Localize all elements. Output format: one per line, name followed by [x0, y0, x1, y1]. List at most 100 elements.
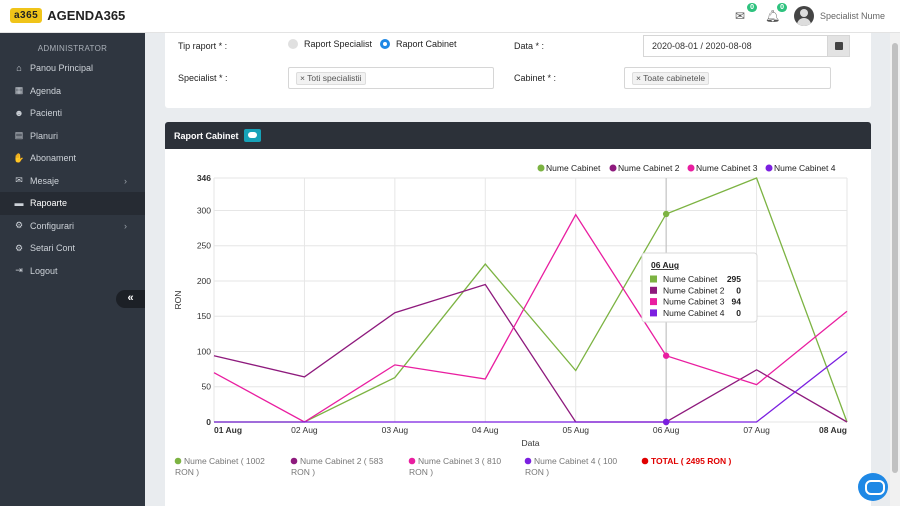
cloud-download-icon[interactable] — [243, 129, 261, 142]
brand[interactable]: a365 AGENDA365 — [10, 8, 125, 23]
sidebar-item-label: Setari Cont — [30, 243, 76, 254]
total-label-line2: RON ) — [409, 467, 433, 477]
comments-icon: ✉ — [15, 175, 23, 186]
sidebar-item-label: Panou Principal — [30, 63, 94, 74]
sidebar-collapse-button[interactable]: « — [116, 290, 145, 308]
y-tick-label: 50 — [202, 382, 212, 392]
sidebar-item-configurari[interactable]: ⚙ Configurari › — [0, 215, 145, 238]
date-label: Data * : — [514, 41, 545, 51]
tooltip-swatch — [650, 286, 657, 294]
sidebar-item-setari-cont[interactable]: ⚙ Setari Cont — [0, 237, 145, 260]
sidebar-item-agenda[interactable]: ▦ Agenda — [0, 80, 145, 103]
tooltip-series-name: Nume Cabinet 2 — [663, 285, 725, 295]
total-marker — [290, 457, 298, 465]
tooltip-swatch — [650, 275, 657, 283]
legend-marker — [537, 164, 545, 172]
avatar[interactable] — [794, 6, 814, 26]
series-line-3 — [213, 213, 848, 423]
app-logo: a365 — [10, 8, 43, 23]
y-tick-label: 150 — [197, 311, 211, 321]
legend-label: Nume Cabinet — [546, 163, 601, 173]
date-range-input[interactable]: 2020-08-01 / 2020-08-08 — [643, 35, 829, 57]
user-name[interactable]: Specialist Nume — [820, 11, 886, 21]
y-tick-label: 250 — [197, 241, 211, 251]
scrollbar-thumb[interactable] — [892, 43, 898, 473]
sign-out-icon: ⇥ — [15, 265, 23, 276]
cabinet-label: Cabinet * : — [514, 73, 557, 83]
specialist-select[interactable]: × Toti specialistii — [288, 67, 494, 89]
calendar-icon: ▦ — [14, 85, 24, 96]
sidebar-item-label: Planuri — [30, 130, 59, 141]
series-line-4 — [214, 350, 848, 423]
total-marker — [641, 457, 649, 465]
tooltip-series-name: Nume Cabinet 3 — [663, 297, 725, 307]
mail-icon[interactable]: ✉ 0 — [735, 3, 757, 23]
sidebar-item-label: Configurari — [30, 220, 75, 231]
x-tick-label: 08 Aug — [819, 425, 847, 435]
total-label: Nume Cabinet 3 ( 810 — [418, 456, 501, 466]
specialist-label: Specialist * : — [178, 73, 228, 83]
chart-card-title: Raport Cabinet — [174, 130, 239, 141]
total-label: Nume Cabinet 4 ( 100 — [534, 456, 617, 466]
file-icon: ▤ — [14, 130, 24, 141]
filter-panel: Tip raport * : Raport Specialist Raport … — [165, 33, 871, 108]
tooltip-swatch — [650, 298, 657, 306]
app-name: AGENDA365 — [47, 8, 126, 23]
sidebar-item-label: Abonament — [30, 153, 77, 164]
money-icon: ▬ — [14, 198, 24, 209]
x-tick-label: 04 Aug — [472, 425, 499, 435]
chat-icon[interactable] — [858, 473, 888, 501]
total-label-line2: RON ) — [291, 467, 315, 477]
y-tick-label: 0 — [206, 417, 211, 427]
sidebar-item-logout[interactable]: ⇥ Logout — [0, 260, 145, 283]
sidebar-item-label: Rapoarte — [30, 198, 68, 209]
tooltip-series-name: Nume Cabinet — [663, 274, 718, 284]
radio-unchecked-icon — [288, 39, 298, 49]
sidebar-item-rapoarte[interactable]: ▬ Rapoarte — [0, 192, 145, 215]
bell-badge: 0 — [777, 3, 787, 12]
legend-marker — [687, 164, 695, 172]
y-axis-title: RON — [173, 291, 183, 310]
x-tick-label: 05 Aug — [562, 425, 589, 435]
radio-raport-specialist[interactable]: Raport Specialist — [288, 39, 372, 49]
radio-raport-cabinet-label: Raport Cabinet — [396, 39, 457, 49]
sidebar: ADMINISTRATOR ⌂ Panou Principal ▦ Agenda ☻ Pa… — [0, 33, 145, 506]
chevron-right-icon: › — [124, 175, 127, 186]
calendar-icon[interactable] — [827, 35, 850, 57]
sidebar-item-label: Logout — [30, 265, 58, 276]
y-tick-label: 200 — [197, 276, 211, 286]
hover-point — [662, 352, 670, 359]
total-label: TOTAL ( 2495 RON ) — [651, 456, 731, 466]
tooltip-swatch — [650, 309, 657, 317]
cabinet-select[interactable]: × Toate cabinetele — [624, 67, 831, 89]
mail-badge: 0 — [747, 3, 757, 12]
x-tick-label: 06 Aug — [653, 425, 680, 435]
series-line-2 — [213, 283, 848, 423]
legend-label: Nume Cabinet 4 — [774, 163, 836, 173]
y-tick-label: 100 — [197, 346, 211, 356]
total-label: Nume Cabinet 2 ( 583 — [300, 456, 383, 466]
sidebar-item-pacienti[interactable]: ☻ Pacienti — [0, 102, 145, 125]
radio-checked-icon — [380, 39, 390, 49]
sidebar-item-abonament[interactable]: ✋ Abonament — [0, 147, 145, 170]
cabinet-tag[interactable]: × Toate cabinetele — [632, 72, 710, 85]
chart-tooltip — [641, 252, 758, 323]
sidebar-item-planuri[interactable]: ▤ Planuri — [0, 125, 145, 148]
bell-icon[interactable]: 🔔︎ 0 — [765, 3, 787, 23]
radio-raport-cabinet[interactable]: Raport Cabinet — [380, 39, 457, 49]
sidebar-item-mesaje[interactable]: ✉ Mesaje › — [0, 170, 145, 193]
sidebar-item-label: Pacienti — [30, 108, 63, 119]
hand-icon: ✋ — [13, 152, 25, 163]
total-label-line2: RON ) — [525, 467, 549, 477]
sidebar-section-title: ADMINISTRATOR — [37, 44, 108, 53]
total-marker — [174, 457, 182, 465]
page-scrollbar[interactable] — [890, 33, 900, 506]
tooltip-title: 06 Aug — [651, 260, 679, 270]
specialist-tag[interactable]: × Toti specialistii — [296, 72, 366, 85]
tooltip-series-value: 295 — [727, 274, 741, 284]
legend-label: Nume Cabinet 2 — [618, 163, 680, 173]
legend-marker — [765, 164, 773, 172]
y-tick-label: 346 — [197, 173, 211, 183]
sidebar-item-panou-principal[interactable]: ⌂ Panou Principal — [0, 57, 145, 80]
